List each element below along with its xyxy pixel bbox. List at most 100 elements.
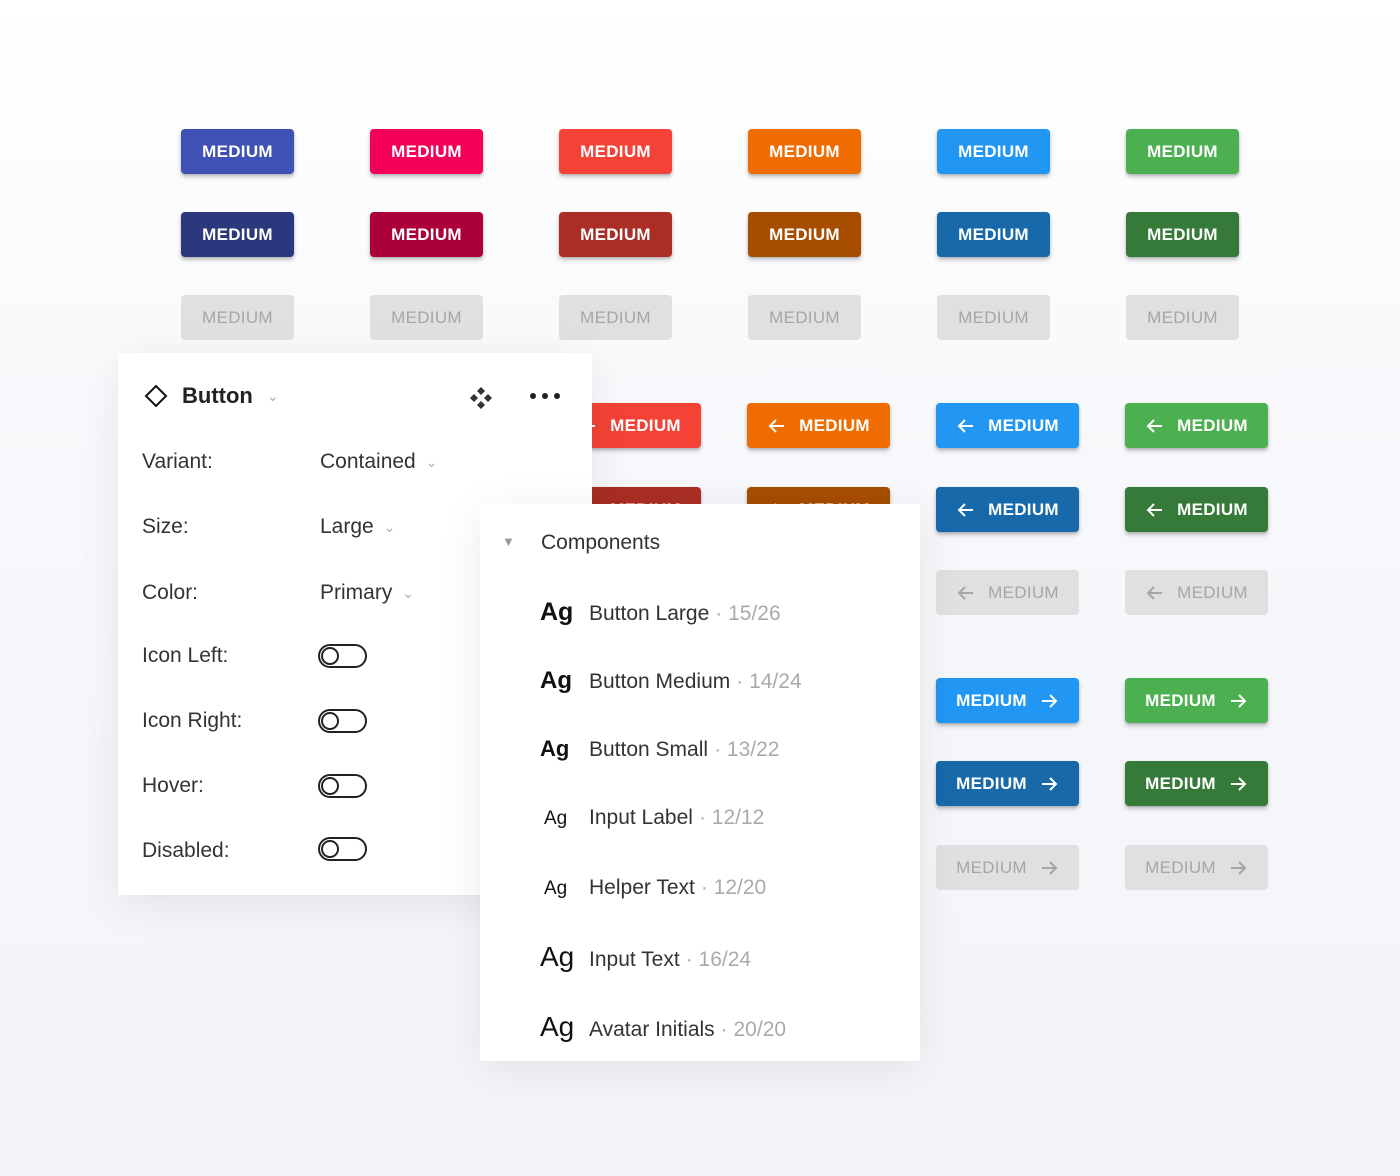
button-label: MEDIUM [580,224,651,244]
icon-right-toggle[interactable] [318,709,367,733]
medium-button[interactable]: MEDIUM [1126,129,1239,174]
text-style-sample: Ag [544,808,568,829]
arrow-left-icon [957,502,974,517]
medium-button[interactable]: MEDIUM [936,487,1079,532]
button-label: MEDIUM [769,224,840,244]
color-value: Primary [320,581,393,604]
medium-button[interactable]: MEDIUM [181,129,294,174]
medium-button[interactable]: MEDIUM [559,129,672,174]
button-label: MEDIUM [958,307,1029,327]
text-style-sample: Ag [540,941,575,972]
medium-button[interactable]: MEDIUM [937,212,1050,257]
button-label: MEDIUM [1147,141,1218,161]
arrow-left-icon [957,418,974,433]
size-select[interactable]: Large ⌄ [320,515,395,539]
text-style-item[interactable]: Ag Button Medium · 14/24 [540,667,802,695]
text-style-item[interactable]: Ag Avatar Initials · 20/20 [540,1011,786,1043]
arrow-right-icon [1230,693,1247,708]
medium-button[interactable]: MEDIUM [370,129,483,174]
more-options-icon[interactable] [528,391,564,401]
button-label: MEDIUM [202,307,273,327]
disabled-button[interactable]: MEDIUM [937,295,1050,340]
text-style-sample: Ag [540,736,570,761]
button-label: MEDIUM [958,224,1029,244]
button-label: MEDIUM [1177,415,1248,435]
color-select[interactable]: Primary ⌄ [320,581,414,605]
disabled-toggle[interactable] [318,837,367,861]
button-label: MEDIUM [956,857,1027,877]
text-style-item[interactable]: Ag Button Large · 15/26 [540,598,781,627]
text-style-item[interactable]: Ag Button Small · 13/22 [540,736,779,762]
text-style-item[interactable]: Ag Helper Text · 12/20 [540,876,766,900]
disabled-button[interactable]: MEDIUM [936,570,1079,615]
disabled-button[interactable]: MEDIUM [748,295,861,340]
disabled-button[interactable]: MEDIUM [181,295,294,340]
medium-button[interactable]: MEDIUM [1125,487,1268,532]
button-label: MEDIUM [391,307,462,327]
button-label: MEDIUM [956,773,1027,793]
disabled-button[interactable]: MEDIUM [559,295,672,340]
medium-button[interactable]: MEDIUM [936,678,1079,723]
medium-button[interactable]: MEDIUM [1125,678,1268,723]
size-label: Size: [142,515,189,538]
text-style-item[interactable]: Ag Input Label · 12/12 [540,806,764,830]
variant-select[interactable]: Contained ⌄ [320,450,437,474]
medium-button[interactable]: MEDIUM [748,129,861,174]
button-label: MEDIUM [956,690,1027,710]
text-style-metric: · 13/22 [714,738,780,761]
icon-right-label: Icon Right: [142,709,243,732]
button-label: MEDIUM [391,141,462,161]
medium-button[interactable]: MEDIUM [1125,403,1268,448]
button-label: MEDIUM [988,499,1059,519]
text-style-name: Input Label [589,806,693,829]
medium-button[interactable]: MEDIUM [936,761,1079,806]
medium-button[interactable]: MEDIUM [1126,212,1239,257]
text-style-metric: · 16/24 [685,948,752,971]
disabled-button[interactable]: MEDIUM [1125,570,1268,615]
text-style-sample: Ag [540,1011,575,1042]
medium-button[interactable]: MEDIUM [936,403,1079,448]
arrow-right-icon [1230,860,1247,875]
arrow-right-icon [1041,776,1058,791]
text-style-metric: · 15/26 [715,602,781,625]
icon-left-toggle[interactable] [318,644,367,668]
text-style-sample: Ag [540,598,574,626]
button-label: MEDIUM [988,582,1059,602]
chevron-down-icon: ⌄ [383,518,396,535]
disabled-button[interactable]: MEDIUM [1126,295,1239,340]
button-label: MEDIUM [1147,307,1218,327]
chevron-down-icon: ⌄ [425,453,438,470]
text-style-name: Button Medium [589,670,731,693]
arrow-left-icon [1146,585,1163,600]
arrow-left-icon [1146,418,1163,433]
button-label: MEDIUM [769,141,840,161]
disabled-button[interactable]: MEDIUM [370,295,483,340]
collapse-triangle-icon[interactable]: ▼ [502,534,515,549]
text-style-name: Helper Text [589,876,695,899]
medium-button[interactable]: MEDIUM [747,403,890,448]
button-label: MEDIUM [391,224,462,244]
component-instance-icon[interactable] [469,386,493,410]
button-label: MEDIUM [799,415,870,435]
arrow-right-icon [1041,860,1058,875]
chevron-down-icon[interactable]: ⌄ [266,387,279,404]
arrow-right-icon [1041,693,1058,708]
medium-button[interactable]: MEDIUM [748,212,861,257]
button-label: MEDIUM [958,141,1029,161]
medium-button[interactable]: MEDIUM [937,129,1050,174]
component-header[interactable]: Button ⌄ [144,383,279,409]
button-label: MEDIUM [580,141,651,161]
text-style-item[interactable]: Ag Input Text · 16/24 [540,941,751,973]
medium-button[interactable]: MEDIUM [1125,761,1268,806]
text-style-name: Input Text [589,948,680,971]
button-label: MEDIUM [988,415,1059,435]
medium-button[interactable]: MEDIUM [559,212,672,257]
button-label: MEDIUM [202,141,273,161]
medium-button[interactable]: MEDIUM [370,212,483,257]
disabled-button[interactable]: MEDIUM [1125,845,1268,890]
hover-toggle[interactable] [318,774,367,798]
components-panel: ▼ Components Ag Button Large · 15/26 Ag But… [480,504,920,1061]
disabled-button[interactable]: MEDIUM [936,845,1079,890]
text-style-name: Button Small [589,738,709,761]
medium-button[interactable]: MEDIUM [181,212,294,257]
